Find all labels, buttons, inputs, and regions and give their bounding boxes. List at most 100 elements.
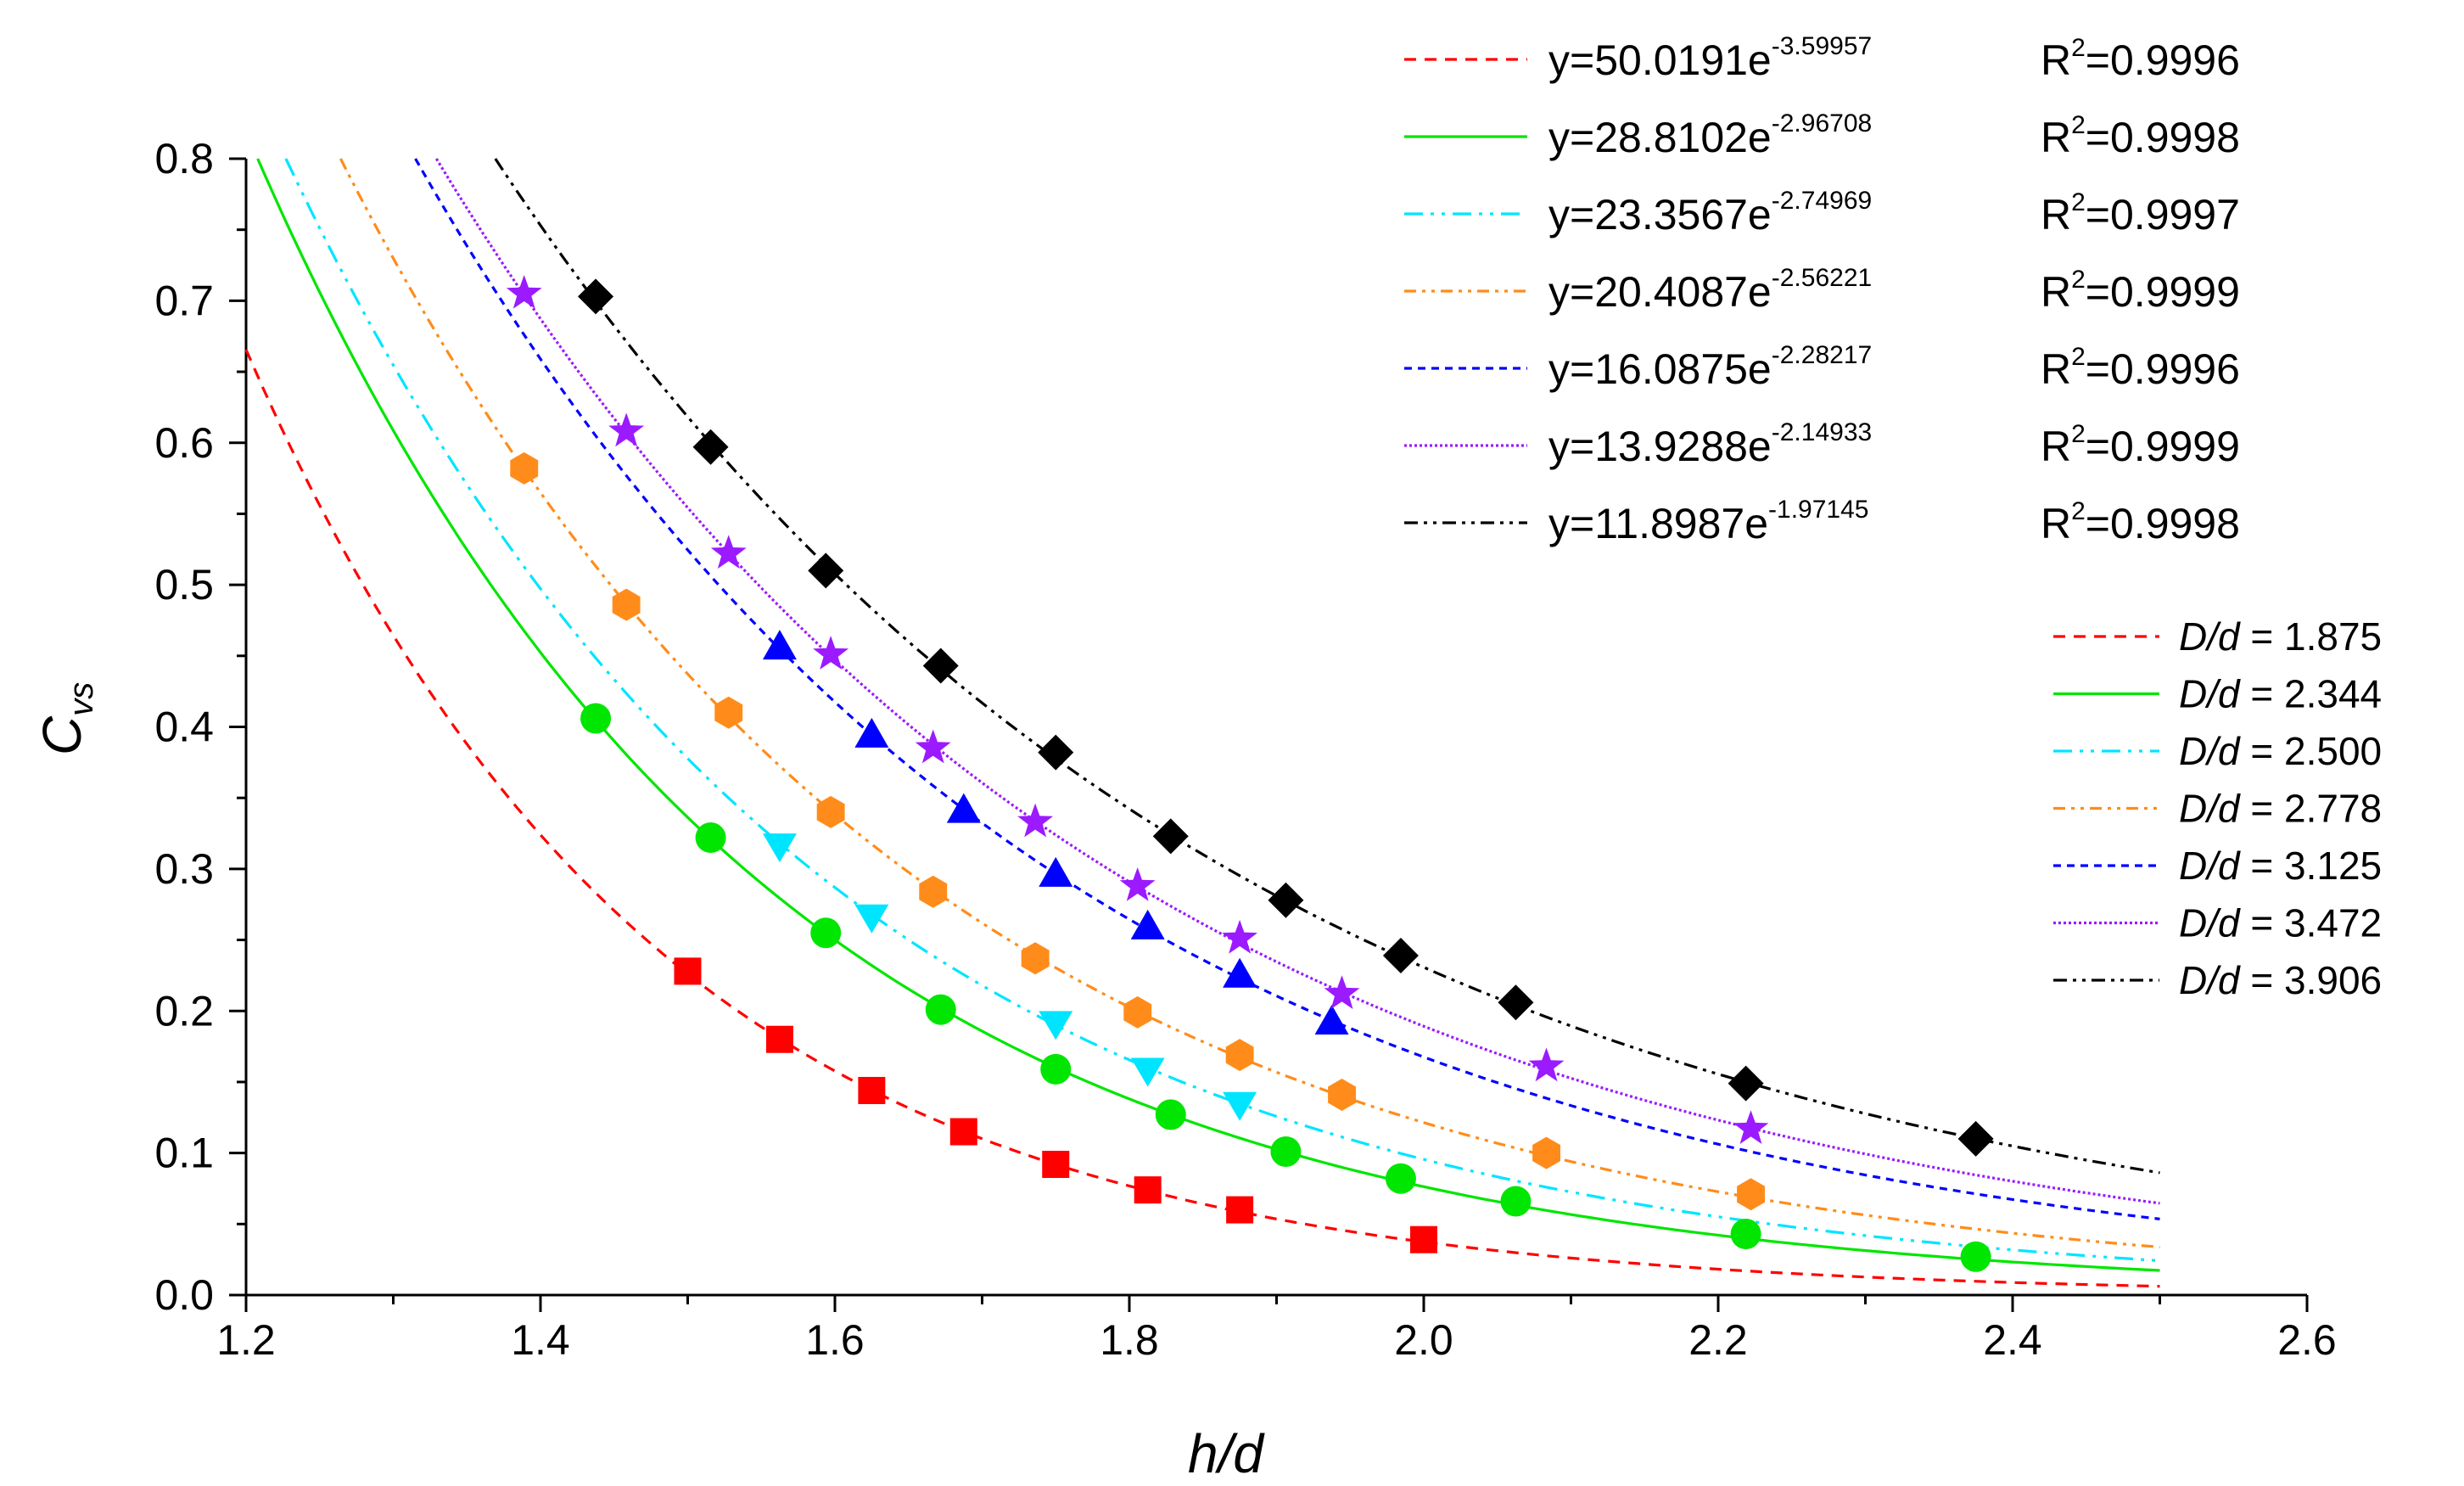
r2-symbol: R	[2041, 114, 2071, 161]
r2-value: =0.9996	[2086, 36, 2240, 84]
data-point-3.472	[506, 275, 542, 309]
data-point-2.500	[1039, 1011, 1073, 1040]
fit-equation-exponent: -3.59957	[1772, 32, 1872, 60]
marker-shape	[922, 648, 959, 684]
fit-equation-3.906: y=11.8987e-1.97145	[1548, 496, 1868, 547]
x-tick-label: 2.2	[1688, 1316, 1748, 1364]
data-point-2.778	[1328, 1079, 1356, 1111]
marker-shape	[710, 535, 747, 569]
fit-equation-exponent: -2.14933	[1772, 418, 1872, 446]
fit-legend: y=50.0191e-3.59957 R2=0.9996y=28.8102e-2.…	[1404, 32, 2240, 547]
series-legend-prefix: D/d	[2179, 901, 2241, 945]
marker-shape	[1155, 1099, 1186, 1130]
marker-shape	[695, 822, 726, 854]
data-point-1.875	[1226, 1196, 1254, 1224]
data-point-3.472	[1733, 1110, 1769, 1144]
data-point-3.906	[1152, 818, 1189, 855]
data-point-3.472	[1528, 1047, 1565, 1082]
fit-r2-2.344: R2=0.9998	[2041, 111, 2240, 161]
fit-equation-2.500: y=23.3567e-2.74969	[1548, 187, 1872, 238]
data-point-2.344	[1040, 1053, 1072, 1085]
fit-r2-2.778: R2=0.9999	[2041, 266, 2240, 316]
data-point-2.778	[1021, 942, 1050, 975]
r2-symbol: R	[2041, 268, 2071, 316]
marker-shape	[692, 429, 729, 465]
marker-shape	[1960, 1241, 1991, 1272]
fit-equation-base: y=20.4087e	[1548, 268, 1772, 316]
data-point-2.344	[925, 994, 956, 1025]
fit-curve-3.472	[434, 158, 2160, 1205]
marker-shape	[714, 696, 743, 729]
data-point-1.875	[1042, 1151, 1070, 1179]
fit-equation-base: y=50.0191e	[1548, 36, 1772, 84]
r2-value: =0.9999	[2086, 423, 2240, 470]
marker-shape	[810, 917, 842, 949]
data-point-2.344	[580, 703, 612, 734]
marker-shape	[915, 729, 951, 764]
marker-shape	[1130, 1057, 1165, 1087]
data-point-2.778	[1737, 1178, 1765, 1211]
data-point-1.875	[858, 1076, 886, 1104]
fit-equation-exponent: -1.97145	[1768, 496, 1868, 524]
marker-shape	[808, 552, 844, 589]
data-point-3.906	[808, 552, 844, 589]
marker-shape	[1134, 1176, 1162, 1204]
data-point-2.344	[1385, 1163, 1416, 1194]
data-point-2.344	[1270, 1136, 1302, 1167]
data-point-3.906	[1382, 937, 1419, 973]
y-tick-label: 0.0	[154, 1271, 214, 1319]
marker-shape	[1152, 818, 1189, 855]
series-legend-prefix: D/d	[2179, 958, 2241, 1002]
r2-superscript: 2	[2071, 266, 2086, 294]
data-point-2.344	[1960, 1241, 1991, 1272]
x-tick-label: 1.8	[1100, 1316, 1159, 1364]
marker-shape	[1500, 1186, 1532, 1217]
marker-shape	[762, 833, 797, 863]
data-point-3.125	[854, 717, 889, 748]
data-point-2.344	[1730, 1219, 1761, 1250]
data-point-3.125	[1223, 957, 1257, 988]
data-point-2.778	[510, 451, 539, 485]
y-tick-label: 0.8	[154, 135, 214, 182]
fit-r2-3.906: R2=0.9998	[2041, 497, 2240, 547]
marker-shape	[762, 630, 797, 660]
marker-shape	[1532, 1136, 1560, 1169]
y-axis-title-subscript: vs	[63, 682, 100, 716]
data-point-3.906	[1728, 1065, 1764, 1102]
r2-symbol: R	[2041, 345, 2071, 393]
data-point-3.472	[915, 729, 951, 764]
marker-shape	[506, 275, 542, 309]
fit-equation-base: y=23.3567e	[1548, 191, 1772, 238]
data-point-3.125	[1039, 856, 1073, 887]
y-axis-title: Cvs	[31, 682, 100, 755]
marker-shape	[1733, 1110, 1769, 1144]
marker-shape	[1737, 1178, 1765, 1211]
series-legend-label-2.500: D/d = 2.500	[2179, 729, 2382, 773]
data-point-1.875	[949, 1118, 977, 1146]
marker-shape	[1382, 937, 1419, 973]
data-point-1.875	[765, 1025, 793, 1053]
marker-shape	[1123, 995, 1152, 1029]
data-point-3.906	[1038, 734, 1074, 771]
data-point-2.344	[810, 917, 842, 949]
marker-shape	[1038, 734, 1074, 771]
fit-curve-3.125	[414, 158, 2160, 1220]
series-legend-prefix: D/d	[2179, 614, 2241, 659]
x-tick-label: 1.2	[216, 1316, 276, 1364]
fit-r2-3.125: R2=0.9996	[2041, 343, 2240, 393]
data-point-3.125	[946, 793, 981, 823]
series-legend-value: = 3.472	[2240, 901, 2383, 945]
marker-shape	[1385, 1163, 1416, 1194]
fit-equation-exponent: -2.74969	[1772, 187, 1872, 215]
data-point-1.875	[1410, 1225, 1437, 1253]
data-point-3.906	[1268, 882, 1304, 918]
series-legend-prefix: D/d	[2179, 729, 2241, 773]
data-point-3.472	[608, 412, 645, 447]
data-point-3.472	[1119, 867, 1156, 901]
marker-shape	[1223, 957, 1257, 988]
fit-curve-3.906	[494, 158, 2160, 1175]
marker-shape	[510, 451, 539, 485]
series-legend-label-2.778: D/d = 2.778	[2179, 787, 2382, 831]
data-point-2.778	[714, 696, 743, 729]
